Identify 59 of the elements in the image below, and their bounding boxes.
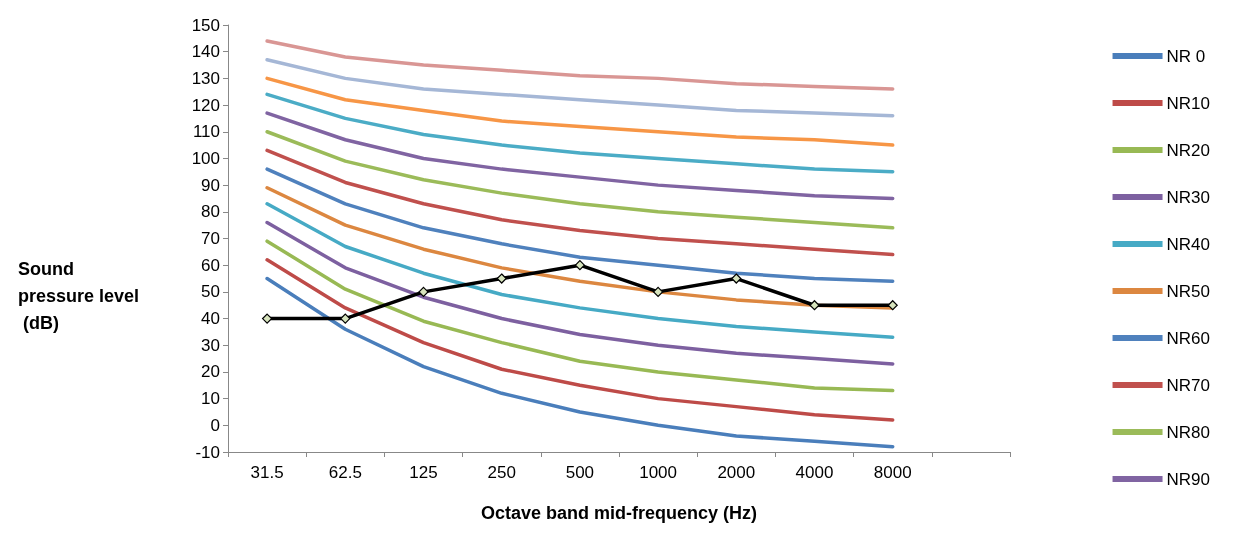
y-tick-label: 140	[191, 42, 220, 62]
y-tick-label: 120	[191, 95, 220, 115]
y-tick-label: 80	[201, 202, 220, 222]
point	[340, 313, 351, 324]
legend-label: NR80	[1166, 422, 1211, 442]
x-axis-title: Octave band mid-frequency (Hz)	[480, 503, 758, 523]
legend-label: NR70	[1166, 375, 1211, 395]
point	[887, 300, 898, 311]
line-series	[265, 258, 895, 422]
y-tick-label: 100	[191, 148, 220, 168]
y-tick-label: 10	[201, 389, 220, 409]
line-series	[265, 148, 895, 257]
legend-label: NR10	[1166, 93, 1211, 113]
y-tick-label: 70	[201, 229, 220, 248]
line-series	[265, 111, 895, 201]
x-tick-label: 62.5	[328, 463, 362, 482]
line-series	[265, 276, 895, 449]
point	[496, 273, 507, 284]
line-series	[265, 57, 895, 118]
legend-label: NR20	[1166, 140, 1211, 160]
line-series	[265, 167, 895, 283]
x-tick-label: 125	[409, 463, 438, 482]
point	[418, 286, 429, 297]
point	[809, 300, 820, 311]
y-tick-label: -10	[195, 442, 220, 462]
legend-label: NR50	[1166, 281, 1211, 301]
y-tick-label: 110	[192, 122, 220, 142]
line-series	[265, 220, 895, 366]
y-tick-label: 60	[201, 255, 220, 275]
x-tick-label: 4000	[795, 463, 834, 482]
y-tick-label: 130	[191, 68, 220, 88]
line-series	[265, 76, 895, 147]
point	[574, 260, 585, 271]
point	[731, 273, 742, 284]
y-tick-label: 150	[191, 15, 220, 35]
y-tick-label: 40	[201, 309, 220, 329]
x-tick-label: 8000	[873, 463, 912, 482]
y-tick-label: 50	[201, 282, 220, 302]
x-tick-label: 2000	[717, 463, 756, 482]
legend-label: NR90	[1166, 469, 1211, 489]
legend-label: NR30	[1166, 187, 1211, 207]
y-tick-label: 0	[210, 415, 220, 435]
legend-label: NR40	[1166, 234, 1211, 254]
line-series	[265, 202, 895, 339]
legend-label: NR 0	[1166, 46, 1206, 66]
y-tick-label: 20	[201, 362, 220, 382]
point	[653, 286, 664, 297]
y-tick-label: 90	[201, 175, 220, 195]
y-tick-label: 30	[201, 335, 220, 355]
x-tick-label: 1000	[639, 463, 678, 482]
line-series	[265, 92, 895, 174]
line-series	[265, 239, 895, 393]
y-axis-title: Sound pressure level (dB)	[18, 258, 140, 333]
line-series	[265, 39, 895, 91]
x-tick-label: 500	[565, 463, 595, 482]
x-tick-label: 250	[487, 463, 516, 482]
x-tick-label: 31.5	[250, 463, 284, 482]
line-series	[265, 130, 895, 230]
legend-label: NR60	[1166, 328, 1211, 348]
